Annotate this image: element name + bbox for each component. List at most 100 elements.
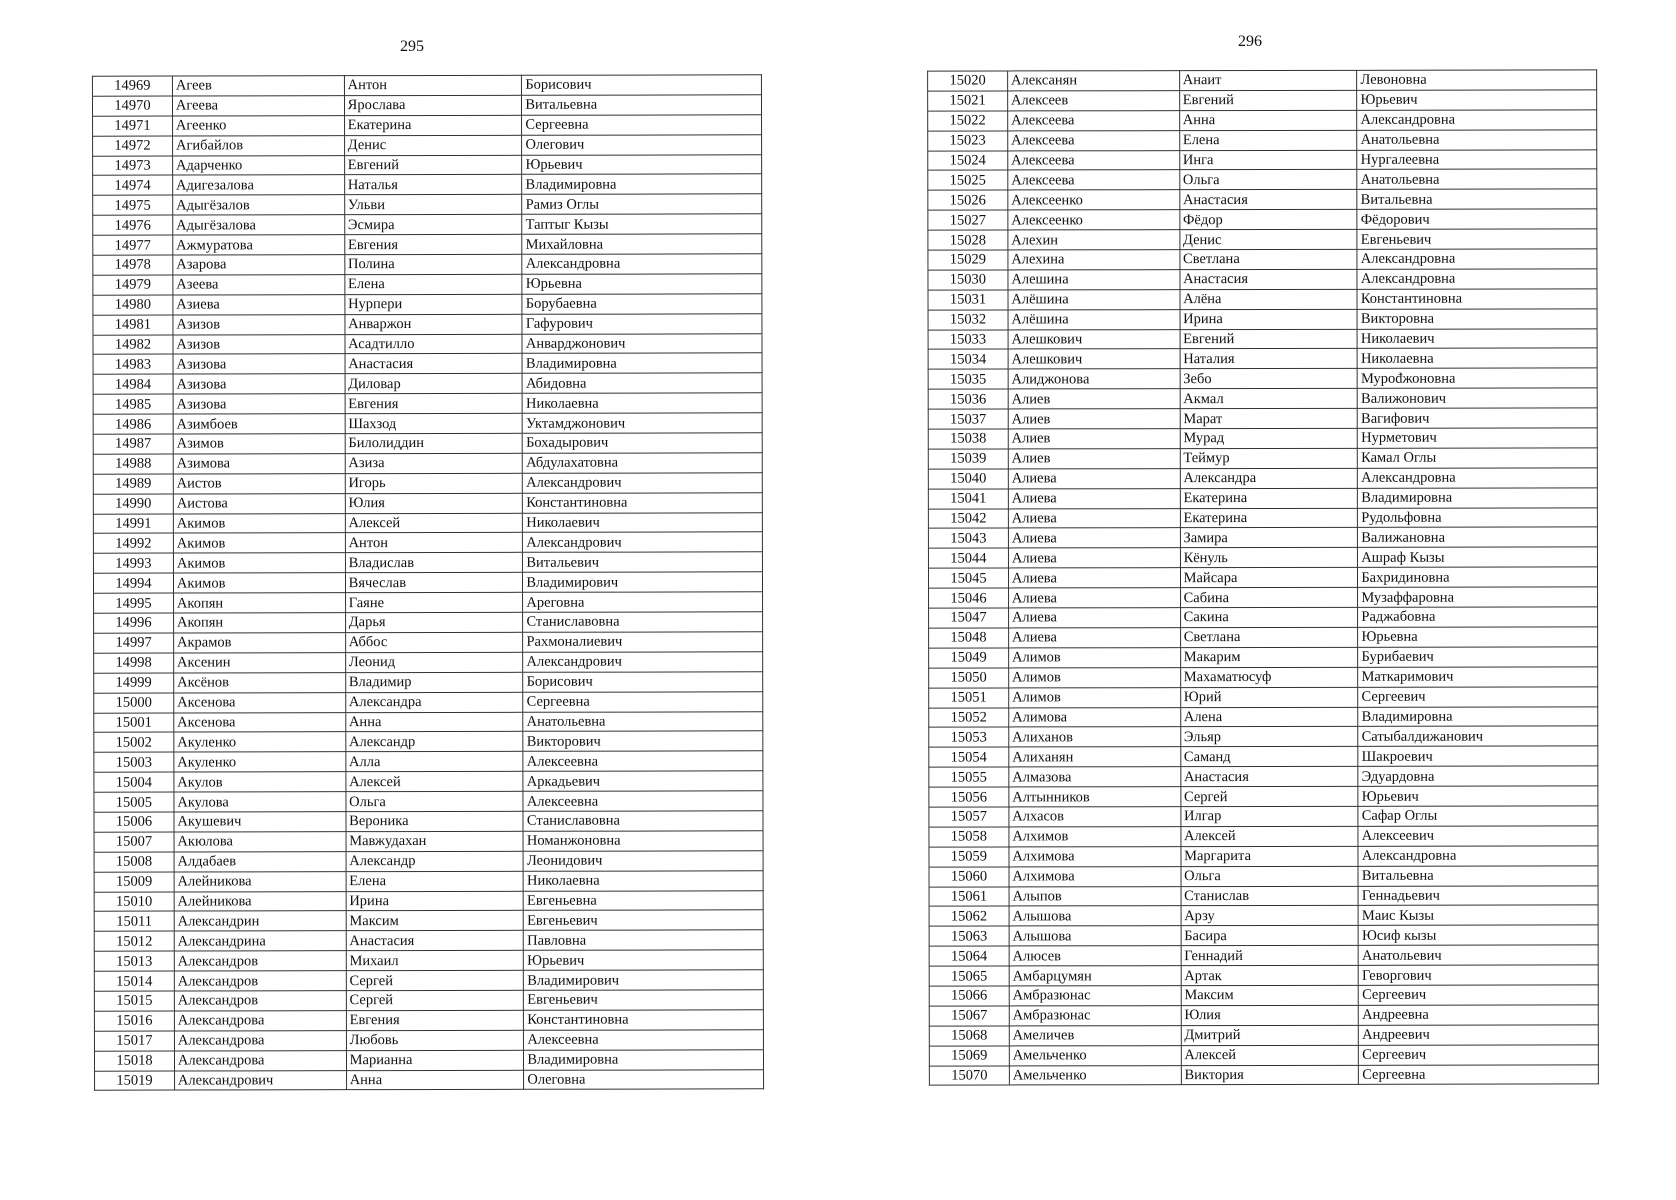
record-number-cell: 14990: [93, 493, 174, 514]
surname-cell: Акимов: [173, 533, 346, 554]
first-name-cell: Сергей: [346, 990, 524, 1011]
patronymic-cell: Владимировна: [522, 353, 763, 374]
surname-cell: Алыпов: [1008, 886, 1181, 907]
patronymic-cell: Юрьевич: [523, 949, 764, 971]
table-row: 15033 Алешкович Евгений Николаевич: [928, 328, 1598, 350]
patronymic-cell: Алексеевна: [523, 790, 763, 812]
surname-cell: Адыгёзалова: [172, 214, 345, 236]
table-row: 15036 Алиев Акмал Валижонович: [928, 388, 1598, 410]
table-row: 15066 Амбразюнас Максим Сергеевич: [929, 984, 1599, 1006]
record-number-cell: 14984: [93, 374, 173, 395]
record-number-cell: 15026: [927, 190, 1008, 211]
record-number-cell: 15031: [927, 289, 1008, 310]
surname-cell: Алиева: [1008, 548, 1181, 569]
record-number-cell: 14980: [92, 294, 173, 315]
first-name-cell: Фёдор: [1179, 209, 1358, 230]
table-row: 15045 Алиева Майсара Бахридиновна: [928, 567, 1598, 589]
record-number-cell: 15057: [928, 806, 1009, 827]
table-row: 15023 Алексеева Елена Анатольевна: [927, 129, 1597, 151]
table-row: 15052 Алимова Алена Владимировна: [928, 706, 1598, 728]
record-number-cell: 14987: [93, 434, 174, 455]
first-name-cell: Зебо: [1179, 368, 1358, 389]
surname-cell: Азимова: [173, 453, 345, 474]
first-name-cell: Махаматюсуф: [1180, 667, 1359, 688]
table-row: 15060 Алхимова Ольга Витальевна: [929, 865, 1599, 887]
first-name-cell: Теймур: [1179, 448, 1358, 469]
surname-cell: Алёшина: [1007, 289, 1180, 310]
patronymic-cell: Леонидович: [523, 850, 764, 871]
table-row: 15030 Алешина Анастасия Александровна: [927, 268, 1597, 290]
table-row: 15000 Аксенова Александра Сергеевна: [93, 691, 763, 713]
record-number-cell: 15001: [93, 712, 174, 733]
page-number-right: 296: [1238, 33, 1262, 50]
record-number-cell: 15029: [927, 249, 1008, 270]
first-name-cell: Владимир: [345, 672, 524, 693]
patronymic-cell: Сатыбалдижанович: [1358, 726, 1598, 747]
first-name-cell: Акмал: [1179, 388, 1358, 409]
table-row: 15040 Алиева Александра Александровна: [928, 467, 1598, 489]
patronymic-cell: Анатольевна: [523, 711, 763, 732]
table-row: 15001 Аксенова Анна Анатольевна: [93, 711, 763, 733]
surname-cell: Алимов: [1008, 647, 1181, 668]
table-row: 15015 Александров Сергей Евгеньевич: [94, 989, 764, 1012]
record-number-cell: 15042: [928, 508, 1009, 529]
surname-cell: Алиев: [1008, 388, 1180, 410]
record-number-cell: 15043: [928, 528, 1009, 549]
first-name-cell: Мурад: [1179, 428, 1358, 449]
record-number-cell: 15015: [94, 991, 175, 1012]
patronymic-cell: Номанжоновна: [523, 830, 764, 852]
surname-cell: Амельченко: [1009, 1065, 1181, 1086]
record-number-cell: 15025: [927, 170, 1008, 191]
first-name-cell: Евгения: [344, 234, 523, 255]
record-number-cell: 14992: [93, 533, 174, 554]
patronymic-cell: Константиновна: [1357, 288, 1598, 310]
first-name-cell: Асадтилло: [344, 333, 523, 355]
patronymic-cell: Борубаевна: [522, 293, 762, 314]
table-row: 15064 Алюсев Геннадий Анатольевич: [929, 945, 1599, 967]
patronymic-cell: Маткаримович: [1357, 666, 1598, 687]
record-number-cell: 14969: [92, 76, 173, 97]
table-row: 15007 Акюлова Мавжудахан Номанжоновна: [94, 830, 764, 852]
record-number-cell: 15023: [927, 130, 1008, 151]
patronymic-cell: Константиновна: [522, 492, 763, 513]
patronymic-cell: Владимировна: [523, 1049, 764, 1070]
first-name-cell: Анна: [345, 711, 524, 733]
record-number-cell: 15045: [928, 568, 1009, 589]
record-number-cell: 14999: [93, 672, 174, 693]
first-name-cell: Анна: [346, 1069, 524, 1091]
record-number-cell: 15030: [927, 269, 1008, 290]
surname-cell: Амбразюнас: [1009, 1005, 1181, 1026]
surname-cell: Алиева: [1008, 488, 1180, 509]
table-row: 15027 Алексеенко Фёдор Фёдорович: [927, 209, 1597, 231]
surname-cell: Алиева: [1008, 508, 1181, 529]
first-name-cell: Басира: [1180, 925, 1359, 946]
table-row: 14997 Акрамов Аббос Рахмоналиевич: [93, 631, 763, 654]
name-table-right: 15020 Алексанян Анаит Левоновна 15021 Алексее…: [927, 69, 1599, 1086]
surname-cell: Александрова: [174, 1030, 347, 1051]
record-number-cell: 15047: [928, 607, 1009, 629]
record-number-cell: 15051: [928, 687, 1009, 708]
surname-cell: Алиев: [1008, 428, 1180, 449]
patronymic-cell: Валижонович: [1357, 388, 1598, 409]
record-number-cell: 15020: [927, 70, 1008, 91]
table-row: 14996 Акопян Дарья Станиславовна: [93, 611, 763, 634]
first-name-cell: Елена: [344, 274, 523, 295]
record-number-cell: 14975: [92, 195, 173, 216]
table-row: 15062 Алышова Арзу Маис Кызы: [929, 905, 1599, 927]
record-number-cell: 15028: [927, 230, 1008, 251]
first-name-cell: Елена: [1179, 130, 1358, 151]
patronymic-cell: Анатольевна: [1357, 129, 1597, 150]
patronymic-cell: Александровна: [522, 253, 762, 275]
record-number-cell: 14991: [93, 513, 174, 534]
first-name-cell: Алексей: [1180, 1044, 1359, 1066]
first-name-cell: Александра: [345, 691, 524, 713]
surname-cell: Азизов: [172, 314, 345, 335]
table-row: 15006 Акушевич Вероника Станиславовна: [93, 810, 764, 833]
first-name-cell: Екатерина: [1179, 488, 1358, 509]
patronymic-cell: Юрьевич: [1356, 89, 1597, 111]
first-name-cell: Дарья: [345, 612, 523, 633]
first-name-cell: Сабина: [1180, 587, 1358, 608]
patronymic-cell: Сергеевна: [521, 114, 762, 135]
patronymic-cell: Александровна: [1357, 248, 1597, 270]
table-row: 15047 Алиева Сакина Раджабовна: [928, 606, 1598, 629]
